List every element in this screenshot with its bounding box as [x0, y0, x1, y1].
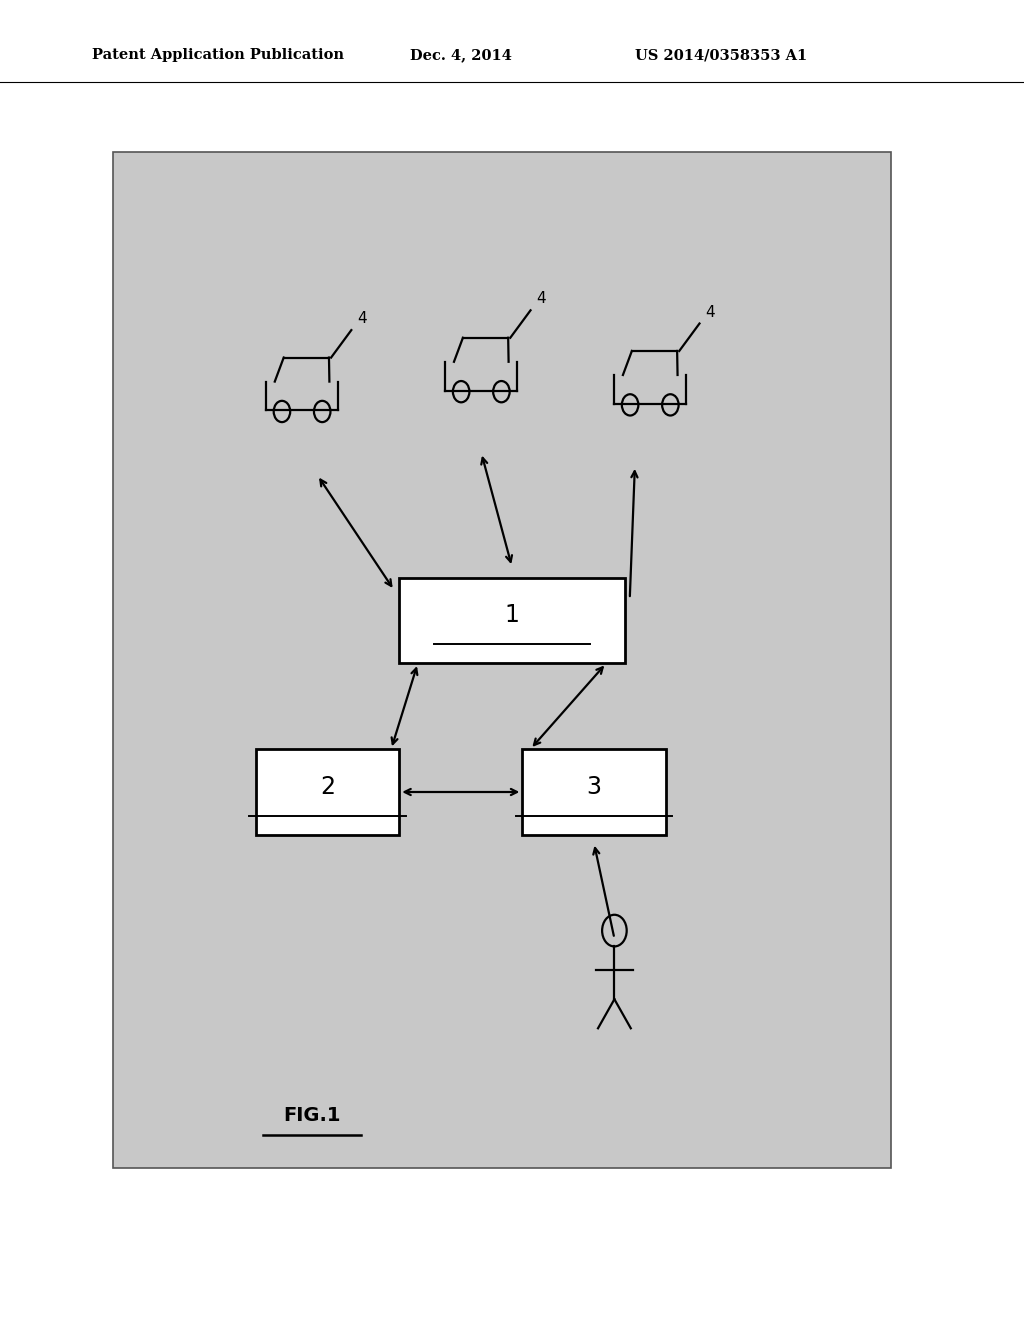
Text: US 2014/0358353 A1: US 2014/0358353 A1: [635, 49, 807, 62]
Text: Dec. 4, 2014: Dec. 4, 2014: [410, 49, 511, 62]
Bar: [399, 578, 625, 663]
Text: FIG.1: FIG.1: [284, 1106, 341, 1125]
Bar: [522, 748, 666, 834]
Text: 3: 3: [587, 775, 601, 799]
Text: 4: 4: [537, 292, 546, 306]
Bar: [113, 152, 891, 1168]
Text: 4: 4: [357, 312, 367, 326]
Text: 4: 4: [706, 305, 715, 319]
Text: Patent Application Publication: Patent Application Publication: [92, 49, 344, 62]
Text: 2: 2: [321, 775, 335, 799]
Bar: [256, 748, 399, 834]
Text: 1: 1: [505, 603, 519, 627]
